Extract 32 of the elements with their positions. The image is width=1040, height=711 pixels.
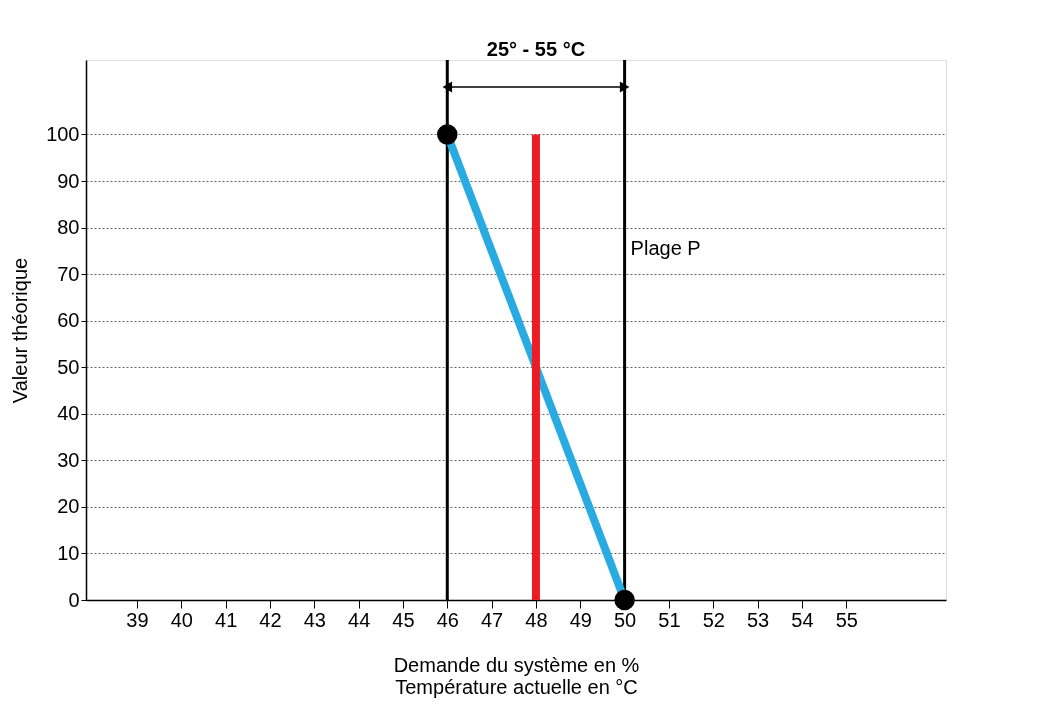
x-tick-label: 43 <box>303 608 326 631</box>
y-tick-label: 50 <box>57 355 80 378</box>
x-tick-label: 53 <box>746 608 770 631</box>
x-tick-label: 40 <box>170 608 193 631</box>
y-tick-label: 70 <box>57 262 80 285</box>
y-tick-label: 20 <box>57 495 80 518</box>
y-tick-label: 40 <box>57 402 80 425</box>
x-tick-label: 47 <box>480 608 504 631</box>
x-tick-label: 55 <box>835 608 858 631</box>
x-axis-title: Demande du système en % Température actuelle en °C <box>393 653 640 698</box>
y-tick-label: 10 <box>57 541 80 564</box>
y-tick-label: 0 <box>68 588 80 611</box>
x-tick-label: 46 <box>436 608 459 631</box>
x-tick-label: 42 <box>259 608 282 631</box>
x-tick-label: 50 <box>613 608 637 631</box>
text: 25° - 55 °C <box>486 38 586 60</box>
x-tick-label: 39 <box>126 608 149 631</box>
x-tick-label: 51 <box>658 608 681 631</box>
y-tick-label: 30 <box>57 448 80 471</box>
y-tick-label: 60 <box>57 309 80 332</box>
y-tick-label: 80 <box>57 216 80 239</box>
x-tick-label: 44 <box>348 608 371 631</box>
x-tick-label: 54 <box>791 608 814 631</box>
x-tick-label: 48 <box>525 608 548 631</box>
x-tick-label: 52 <box>702 608 725 631</box>
x-tick-label: 49 <box>569 608 592 631</box>
x-tick-label: 45 <box>392 608 415 631</box>
y-tick-label: 90 <box>57 169 80 192</box>
x-tick-label: 41 <box>215 608 238 631</box>
y-tick-label: 100 <box>46 122 80 145</box>
y-axis-title: Valeur théorique <box>9 257 32 404</box>
ref-line-label: Plage P <box>630 237 701 259</box>
